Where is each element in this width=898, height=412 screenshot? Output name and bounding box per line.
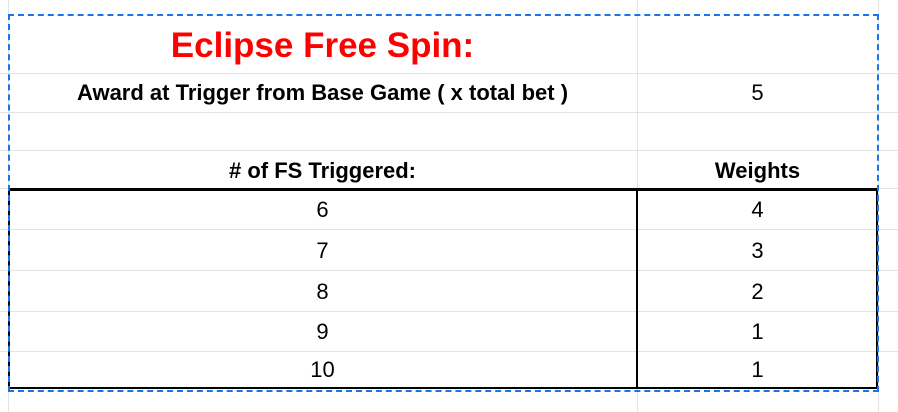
cell-header-fs-triggered[interactable]: # of FS Triggered:	[228, 158, 417, 183]
gridline-row	[0, 150, 898, 151]
table-cell-weight[interactable]: 4	[751, 197, 764, 222]
cell-award-value[interactable]: 5	[751, 79, 764, 105]
table-cell-fs[interactable]: 7	[316, 238, 329, 263]
table-cell-weight[interactable]: 1	[751, 319, 764, 344]
table-cell-weight[interactable]: 3	[751, 238, 764, 263]
gridline-row	[0, 311, 898, 312]
gridline-row	[0, 270, 898, 271]
gridline-row	[0, 112, 898, 113]
cell-header-weights[interactable]: Weights	[714, 158, 801, 183]
table-cell-fs[interactable]: 6	[316, 197, 329, 222]
cell-title[interactable]: Eclipse Free Spin:	[170, 25, 475, 65]
table-cell-fs[interactable]: 9	[316, 319, 329, 344]
gridline-row	[0, 229, 898, 230]
gridline-row	[0, 351, 898, 352]
gridline-row	[0, 73, 898, 74]
cell-award-label[interactable]: Award at Trigger from Base Game ( x tota…	[76, 79, 569, 105]
table-cell-fs[interactable]: 8	[316, 279, 329, 304]
table-cell-fs[interactable]: 10	[310, 357, 335, 382]
table-cell-weight[interactable]: 2	[751, 279, 764, 304]
table-cell-weight[interactable]: 1	[751, 357, 764, 382]
table-column-divider	[636, 188, 638, 389]
cell-empty[interactable]	[637, 18, 878, 73]
